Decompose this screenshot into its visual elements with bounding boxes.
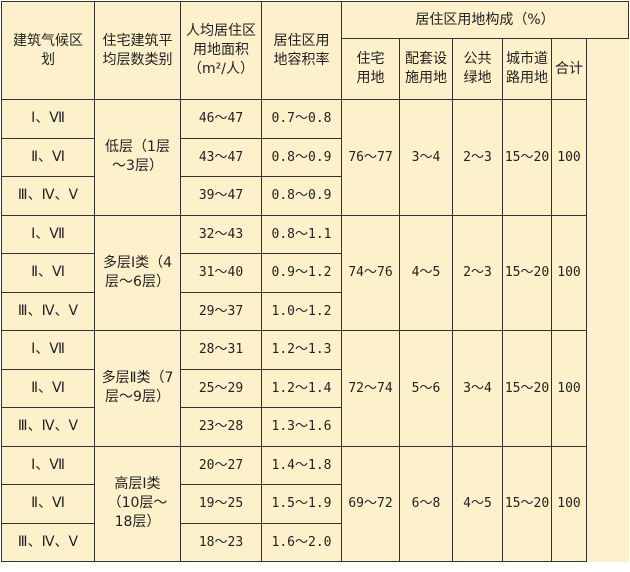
- total-cell: 100: [551, 214, 587, 331]
- header-climate-zone: 建筑气候区划: [1, 1, 95, 100]
- header-land-per-capita: 人均居住区用地面积（m²/人）: [180, 1, 262, 100]
- header-facilities: 配套设施用地: [399, 38, 453, 100]
- table-row: Ⅱ、Ⅵ 25～29 1.2～1.4: [1, 368, 629, 408]
- total-cell: 100: [551, 330, 587, 447]
- climate-zone-cell: Ⅰ、Ⅶ: [1, 214, 95, 254]
- green-cell: 2～3: [452, 214, 503, 331]
- facilities-cell: 4～5: [399, 214, 453, 331]
- far-cell: 1.2～1.4: [261, 368, 342, 408]
- table-row: Ⅲ、Ⅳ、Ⅴ 18～23 1.6～2.0: [1, 522, 629, 562]
- climate-zone-cell: Ⅰ、Ⅶ: [1, 330, 95, 370]
- land-per-capita-cell: 28～31: [180, 330, 262, 370]
- green-cell: 3～4: [452, 330, 503, 447]
- far-cell: 0.8～0.9: [261, 137, 342, 177]
- table-row: Ⅰ、Ⅶ 多层Ⅰ类（4层～6层） 32～43 0.8～1.1 74～76 4～5 2～3 15～…: [1, 214, 629, 331]
- land-per-capita-cell: 39～47: [180, 176, 262, 216]
- land-per-capita-cell: 31～40: [180, 253, 262, 293]
- green-cell: 4～5: [452, 445, 503, 562]
- table-row: Ⅲ、Ⅳ、Ⅴ 23～28 1.3～1.6: [1, 407, 629, 447]
- table-row: Ⅱ、Ⅵ 31～40 0.9～1.2: [1, 253, 629, 293]
- climate-zone-cell: Ⅱ、Ⅵ: [1, 137, 95, 177]
- table-row: Ⅰ、Ⅶ 低层（1层～3层） 46～47 0.7～0.8 76～77 3～4 2～3 15～20…: [1, 99, 629, 216]
- far-cell: 1.4～1.8: [261, 445, 342, 485]
- floor-category-cell: 多层Ⅰ类（4层～6层）: [94, 214, 181, 331]
- facilities-cell: 5～6: [399, 330, 453, 447]
- land-per-capita-cell: 25～29: [180, 368, 262, 408]
- table-row: Ⅱ、Ⅵ 43～47 0.8～0.9: [1, 137, 629, 177]
- table-row: Ⅰ、Ⅶ 高层Ⅰ类（10层～18层） 20～27 1.4～1.8 69～72 6～8 4～5 1…: [1, 445, 629, 562]
- land-per-capita-cell: 29～37: [180, 291, 262, 331]
- land-per-capita-cell: 46～47: [180, 99, 262, 139]
- climate-zone-cell: Ⅰ、Ⅶ: [1, 445, 95, 485]
- header-residential: 住宅用地: [341, 38, 400, 100]
- floor-category-cell: 低层（1层～3层）: [94, 99, 181, 216]
- table-row: Ⅱ、Ⅵ 19～25 1.5～1.9: [1, 484, 629, 524]
- table-row: Ⅰ、Ⅶ 多层Ⅱ类（7层～9层） 28～31 1.2～1.3 72～74 5～6 3～4 15～…: [1, 330, 629, 447]
- land-per-capita-cell: 20～27: [180, 445, 262, 485]
- header-composition: 居住区用地构成（%）: [341, 1, 629, 39]
- far-cell: 0.9～1.2: [261, 253, 342, 293]
- residential-cell: 72～74: [341, 330, 400, 447]
- roads-cell: 15～20: [502, 214, 552, 331]
- roads-cell: 15～20: [502, 330, 552, 447]
- land-per-capita-cell: 23～28: [180, 407, 262, 447]
- residential-cell: 76～77: [341, 99, 400, 216]
- land-per-capita-cell: 19～25: [180, 484, 262, 524]
- climate-zone-cell: Ⅰ、Ⅶ: [1, 99, 95, 139]
- far-cell: 1.0～1.2: [261, 291, 342, 331]
- far-cell: 0.8～0.9: [261, 176, 342, 216]
- far-cell: 0.8～1.1: [261, 214, 342, 254]
- floor-category-cell: 高层Ⅰ类（10层～18层）: [94, 445, 181, 562]
- header-roads: 城市道路用地: [502, 38, 552, 100]
- floor-category-cell: 多层Ⅱ类（7层～9层）: [94, 330, 181, 447]
- climate-zone-cell: Ⅲ、Ⅳ、Ⅴ: [1, 291, 95, 331]
- facilities-cell: 6～8: [399, 445, 453, 562]
- climate-zone-cell: Ⅲ、Ⅳ、Ⅴ: [1, 522, 95, 562]
- climate-zone-cell: Ⅱ、Ⅵ: [1, 368, 95, 408]
- facilities-cell: 3～4: [399, 99, 453, 216]
- header-floor-category: 住宅建筑平均层数类别: [94, 1, 181, 100]
- header-green: 公共绿地: [452, 38, 503, 100]
- table-row: Ⅲ、Ⅳ、Ⅴ 29～37 1.0～1.2: [1, 291, 629, 331]
- residential-cell: 74～76: [341, 214, 400, 331]
- climate-zone-cell: Ⅲ、Ⅳ、Ⅴ: [1, 407, 95, 447]
- far-cell: 1.3～1.6: [261, 407, 342, 447]
- far-cell: 1.6～2.0: [261, 522, 342, 562]
- header-total: 合计: [551, 38, 587, 100]
- land-use-table: 建筑气候区划 住宅建筑平均层数类别 人均居住区用地面积（m²/人） 居住区用地容…: [1, 1, 629, 562]
- green-cell: 2～3: [452, 99, 503, 216]
- far-cell: 1.5～1.9: [261, 484, 342, 524]
- residential-cell: 69～72: [341, 445, 400, 562]
- roads-cell: 15～20: [502, 445, 552, 562]
- climate-zone-cell: Ⅱ、Ⅵ: [1, 253, 95, 293]
- header-far: 居住区用地容积率: [261, 1, 342, 100]
- climate-zone-cell: Ⅲ、Ⅳ、Ⅴ: [1, 176, 95, 216]
- total-cell: 100: [551, 99, 587, 216]
- land-per-capita-cell: 32～43: [180, 214, 262, 254]
- land-per-capita-cell: 18～23: [180, 522, 262, 562]
- roads-cell: 15～20: [502, 99, 552, 216]
- far-cell: 1.2～1.3: [261, 330, 342, 370]
- total-cell: 100: [551, 445, 587, 562]
- far-cell: 0.7～0.8: [261, 99, 342, 139]
- land-per-capita-cell: 43～47: [180, 137, 262, 177]
- table-row: Ⅲ、Ⅳ、Ⅴ 39～47 0.8～0.9: [1, 176, 629, 216]
- climate-zone-cell: Ⅱ、Ⅵ: [1, 484, 95, 524]
